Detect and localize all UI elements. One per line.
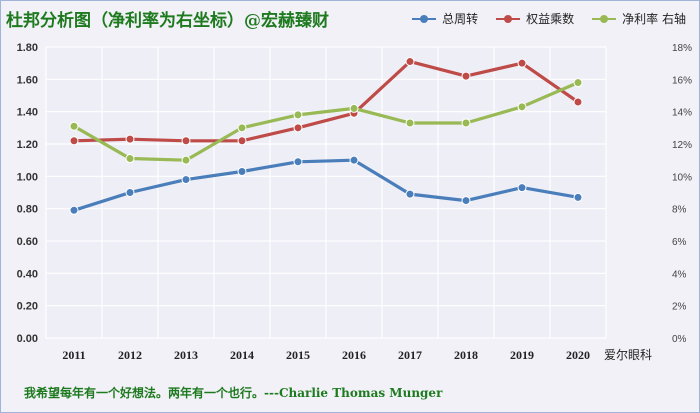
x-tick-label: 2016 <box>342 348 366 362</box>
series-point-2 <box>181 155 191 165</box>
series-point-0 <box>461 196 471 206</box>
quote-text: 我希望每年有一个好想法。两年有一个也行。---Charlie Thomas Mu… <box>24 386 443 400</box>
legend-swatch-red-icon <box>496 14 521 24</box>
legend-item-turnover: 总周转 <box>412 10 478 27</box>
y-right-tick-label: 16% <box>672 75 692 86</box>
y-right-tick-label: 8% <box>672 205 687 216</box>
y-left-tick-label: 1.60 <box>17 74 38 86</box>
series-point-0 <box>69 205 79 215</box>
series-point-1 <box>125 134 135 144</box>
series-point-1 <box>69 136 79 146</box>
y-right-tick-label: 12% <box>672 140 692 151</box>
x-tick-label: 2014 <box>230 348 254 362</box>
series-point-0 <box>181 175 191 185</box>
series-point-0 <box>349 155 359 165</box>
series-point-0 <box>125 188 135 197</box>
series-point-1 <box>461 71 471 81</box>
x-tick-label: 2011 <box>62 348 85 362</box>
legend: 总周转 权益乘数 净利率 右轴 <box>412 10 686 27</box>
y-right-tick-label: 10% <box>672 172 692 183</box>
x-tick-label: 2012 <box>118 348 142 362</box>
series-point-0 <box>405 189 415 199</box>
y-right-tick-label: 18% <box>672 43 692 54</box>
series-line-2 <box>72 80 580 162</box>
series-point-2 <box>293 110 303 120</box>
series-point-0 <box>293 157 303 167</box>
x-tick-label: 2020 <box>566 348 590 362</box>
company-label: 爱尔眼科 <box>604 348 653 362</box>
series-point-1 <box>517 58 527 68</box>
series-line-0 <box>72 158 580 212</box>
y-right-tick-label: 4% <box>672 269 687 280</box>
y-left-tick-label: 1.20 <box>17 139 38 151</box>
y-left-tick-label: 0.20 <box>17 301 38 313</box>
y-right-tick-label: 2% <box>672 302 687 313</box>
series-point-2 <box>573 78 583 88</box>
series-point-2 <box>461 118 471 128</box>
y-right-tick-label: 6% <box>672 237 687 248</box>
x-tick-label: 2019 <box>510 348 534 362</box>
y-left-tick-label: 1.80 <box>17 42 38 54</box>
series-point-1 <box>181 136 191 146</box>
series-point-2 <box>69 121 79 131</box>
y-right-tick-label: 0% <box>672 334 687 345</box>
y-left-tick-label: 0.80 <box>17 204 38 216</box>
legend-item-net-margin: 净利率 右轴 <box>592 10 686 27</box>
series-point-1 <box>405 57 415 67</box>
y-left-tick-label: 0.60 <box>17 236 38 248</box>
series-point-1 <box>573 97 583 107</box>
y-left-tick-label: 1.40 <box>17 107 38 119</box>
series-point-0 <box>237 166 247 176</box>
y-left-tick-label: 0.40 <box>17 268 38 280</box>
series-line-1 <box>72 59 580 143</box>
y-left-tick-label: 0.00 <box>17 333 38 345</box>
chart-title: 杜邦分析图（净利率为右坐标）@宏赫臻财 <box>6 11 329 31</box>
x-tick-label: 2018 <box>454 348 478 362</box>
y-right-tick-label: 14% <box>672 108 692 119</box>
series-point-2 <box>237 123 247 133</box>
legend-label-equity-multiplier: 权益乘数 <box>526 12 575 26</box>
legend-label-net-margin: 净利率 右轴 <box>622 12 686 26</box>
y-left-tick-label: 1.00 <box>17 171 38 183</box>
legend-label-turnover: 总周转 <box>442 12 479 26</box>
series-point-2 <box>349 103 359 113</box>
series-point-2 <box>517 102 527 112</box>
legend-item-equity-multiplier: 权益乘数 <box>496 10 574 27</box>
series-point-2 <box>125 154 135 164</box>
series-point-1 <box>293 123 303 133</box>
x-tick-label: 2017 <box>398 348 422 362</box>
legend-swatch-green-icon <box>592 14 617 24</box>
legend-swatch-blue-icon <box>412 14 437 24</box>
series-point-2 <box>405 118 415 128</box>
series-point-0 <box>573 192 583 202</box>
x-tick-label: 2013 <box>174 348 198 362</box>
series-point-1 <box>237 136 247 146</box>
x-tick-label: 2015 <box>286 348 310 362</box>
series-point-0 <box>517 183 527 193</box>
